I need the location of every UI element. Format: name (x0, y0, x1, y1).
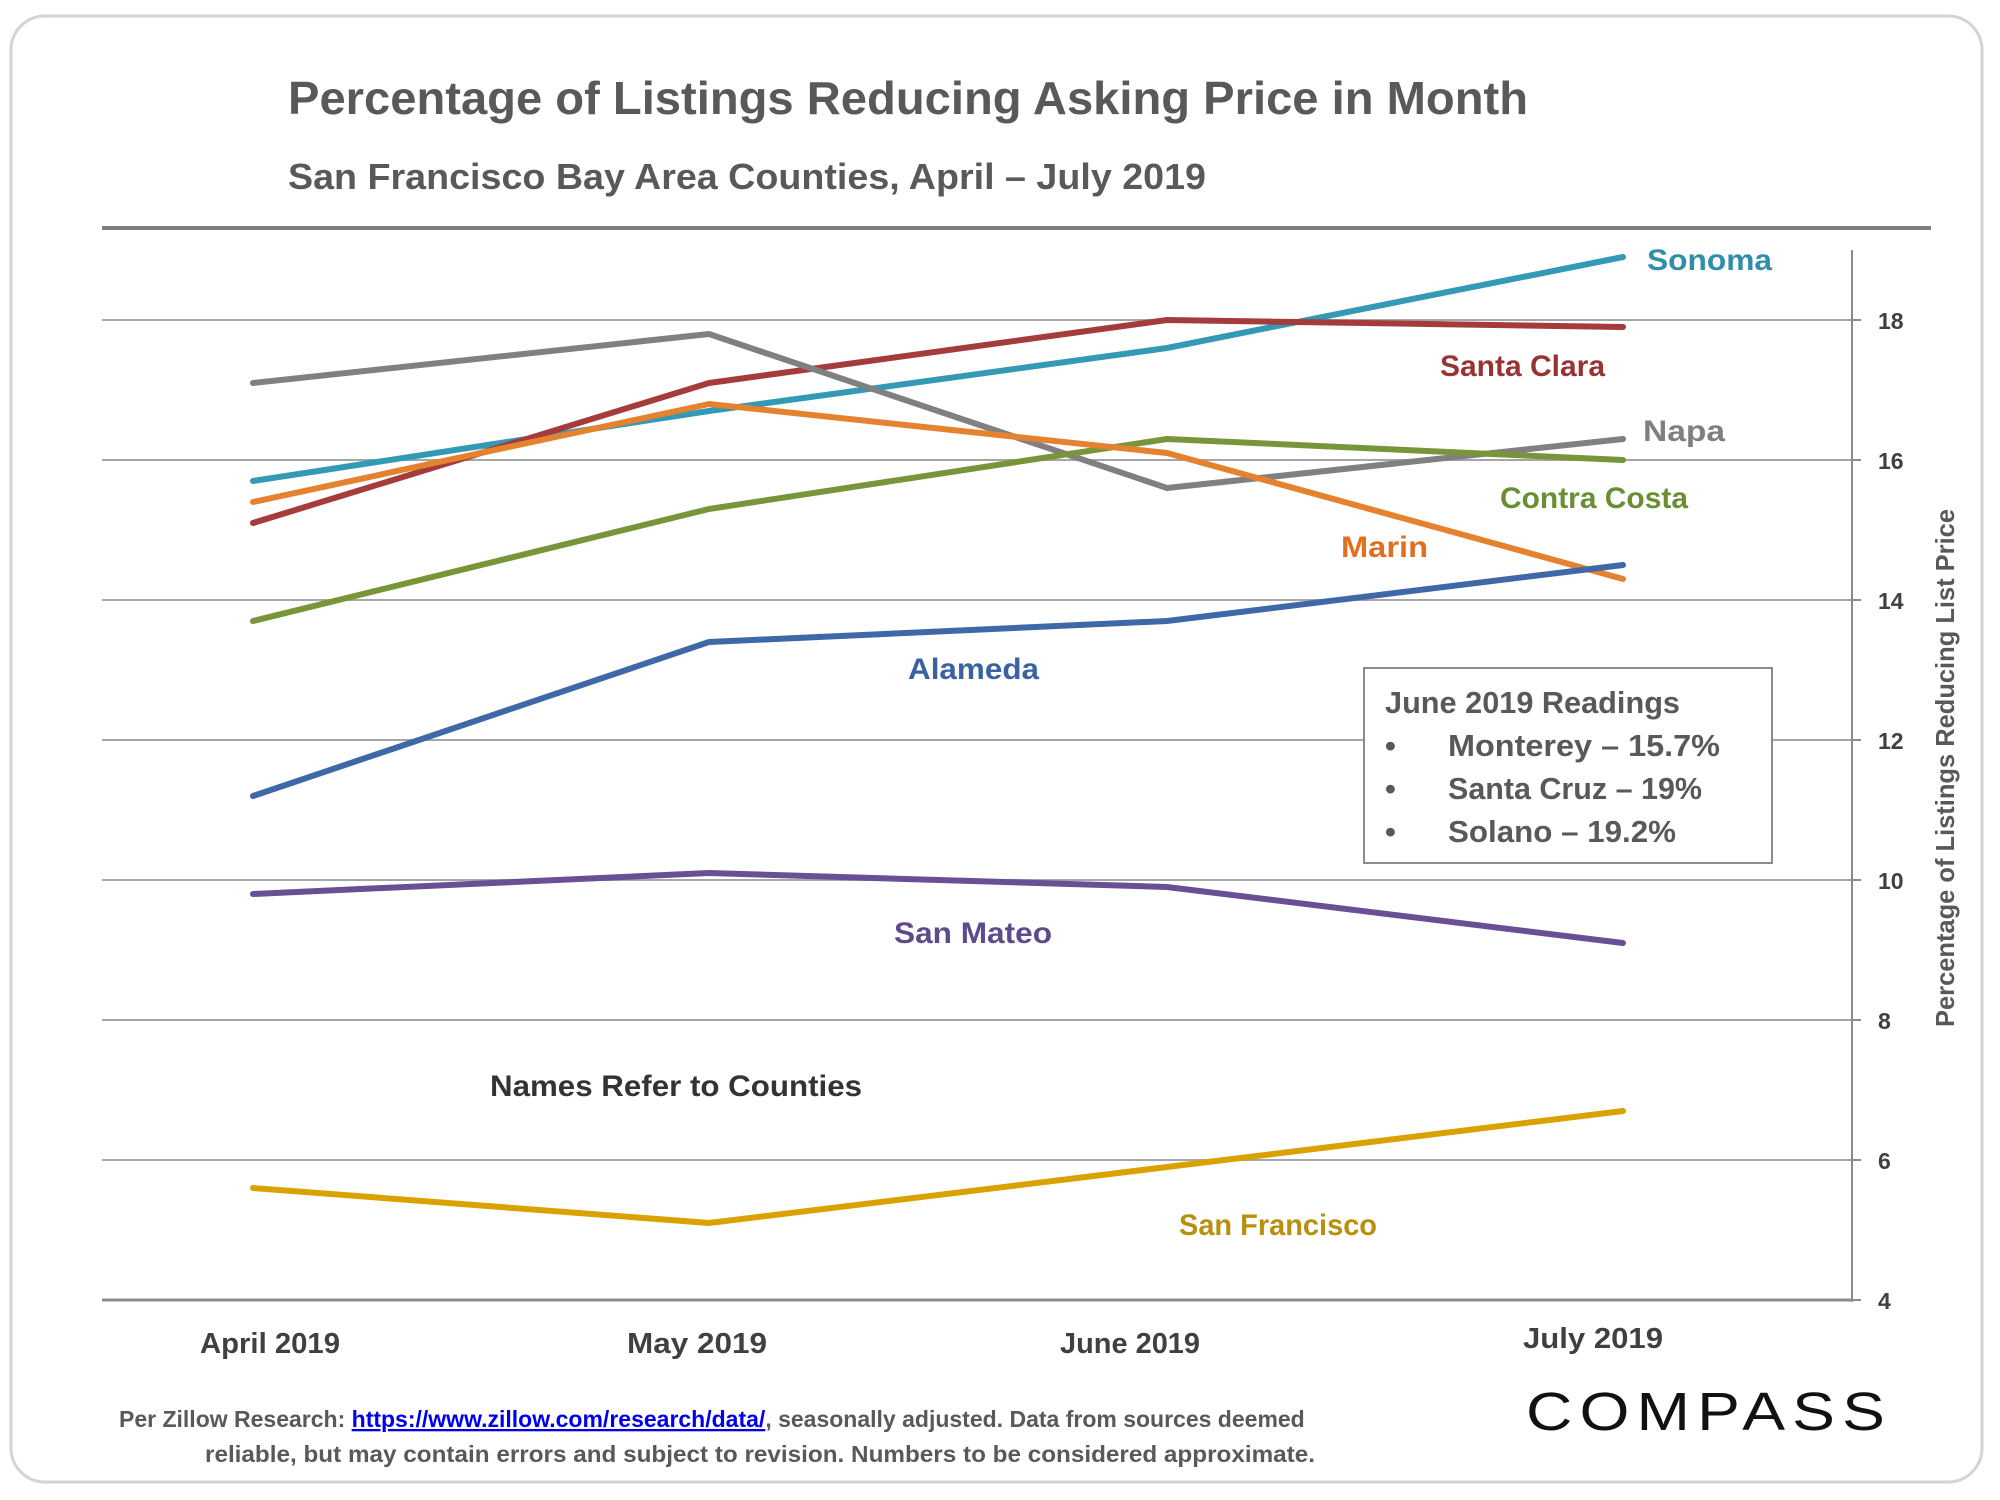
y-tick-label-6: 6 (1878, 1148, 1891, 1174)
readings-item-solano: Solano – 19.2% (1448, 814, 1676, 849)
x-tick-label-april-2019: April 2019 (200, 1328, 340, 1360)
y-tick-label-10: 10 (1878, 868, 1904, 894)
readings-box-border (1363, 667, 1773, 864)
series-line-alameda (250, 562, 1626, 799)
series-labels: Sonoma Santa Clara Napa Contra Costa Marin Al… (894, 244, 1772, 1242)
zillow-research-link[interactable]: https://www.zillow.com/research/data/ (352, 1406, 766, 1432)
y-axis-title: Percentage of Listings Reducing List Pri… (1930, 509, 1960, 1027)
footer-line-2: reliable, but may contain errors and sub… (205, 1441, 1315, 1467)
readings-bullet-2: • (1385, 771, 1396, 806)
readings-item-santa-cruz: Santa Cruz – 19% (1448, 771, 1702, 806)
compass-logo-text: COMPASS (1526, 1382, 1892, 1442)
series-line-marin (250, 401, 1626, 582)
footer-prefix: Per Zillow Research: (119, 1406, 352, 1432)
series-label-san-mateo: San Mateo (894, 917, 1052, 950)
readings-heading: June 2019 Readings (1385, 685, 1680, 720)
y-tick-label-18: 18 (1878, 308, 1904, 334)
x-tick-label-july-2019: July 2019 (1523, 1323, 1663, 1355)
chart-title: Percentage of Listings Reducing Asking P… (288, 72, 1528, 124)
series-label-alameda: Alameda (908, 653, 1039, 686)
june-readings-box: June 2019 Readings • Monterey – 15.7% • … (1363, 667, 1773, 864)
series-label-napa: Napa (1643, 415, 1725, 448)
series-lines (250, 254, 1626, 1226)
x-tick-label-june-2019: June 2019 (1060, 1328, 1200, 1360)
y-tick-label-8: 8 (1878, 1008, 1891, 1034)
series-label-sonoma: Sonoma (1647, 244, 1772, 277)
names-refer-note: Names Refer to Counties (490, 1070, 862, 1103)
readings-item-monterey: Monterey – 15.7% (1448, 728, 1720, 763)
footer-line-1: Per Zillow Research: https://www.zillow.… (119, 1406, 1305, 1432)
compass-logo: COMPASS (1526, 1382, 1892, 1442)
readings-bullet-3: • (1385, 814, 1396, 849)
footer-line-1-suffix: , seasonally adjusted. Data from sources… (765, 1406, 1304, 1432)
readings-bullet-1: • (1385, 728, 1396, 763)
series-line-napa (250, 331, 1626, 491)
series-line-contra-costa (250, 436, 1626, 624)
x-axis-labels: April 2019 May 2019 June 2019 July 2019 (200, 1323, 1663, 1360)
y-tick-label-4: 4 (1878, 1288, 1891, 1314)
chart-subtitle: San Francisco Bay Area Counties, April –… (288, 156, 1206, 197)
series-line-san-francisco (250, 1108, 1626, 1226)
series-label-contra-costa: Contra Costa (1500, 482, 1688, 515)
series-label-marin: Marin (1341, 531, 1428, 564)
x-tick-label-may-2019: May 2019 (627, 1328, 767, 1360)
series-label-san-francisco: San Francisco (1179, 1209, 1377, 1242)
y-axis-ticks: 4 6 8 10 12 14 16 18 (1852, 308, 1904, 1314)
series-label-santa-clara: Santa Clara (1440, 350, 1605, 383)
series-line-sonoma (250, 254, 1626, 484)
series-line-san-mateo (250, 870, 1626, 946)
y-tick-label-12: 12 (1878, 728, 1904, 754)
card-background (9, 14, 1984, 1484)
y-tick-label-14: 14 (1878, 588, 1904, 614)
y-tick-label-16: 16 (1878, 448, 1904, 474)
